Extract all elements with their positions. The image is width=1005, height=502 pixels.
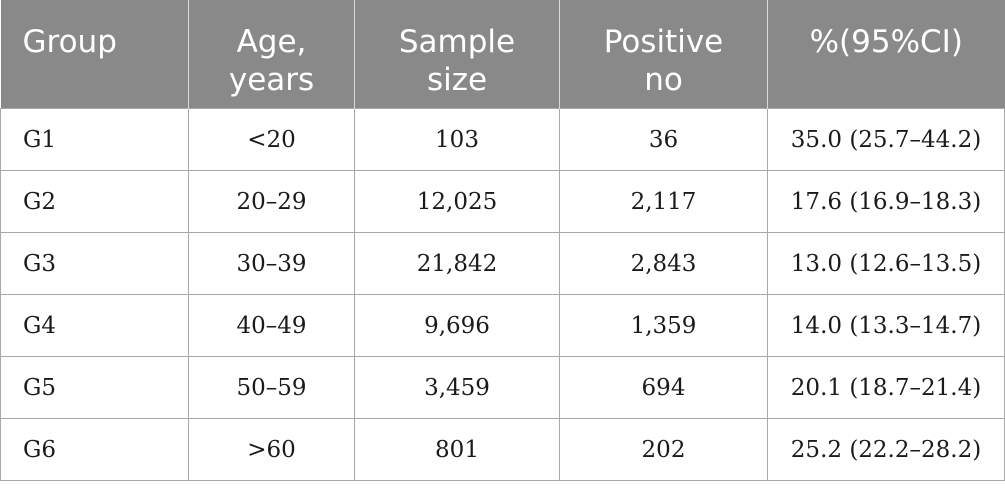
- cell-group: G6: [0, 418, 189, 481]
- cell-positive-no: 202: [559, 418, 768, 481]
- cell-group: G4: [0, 294, 189, 357]
- cell-sample-size: 21,842: [354, 232, 560, 295]
- header-label: Age, years: [228, 24, 315, 98]
- cell-percent-ci: 20.1 (18.7–21.4): [767, 356, 1005, 419]
- header-label: Sample size: [398, 24, 516, 98]
- header-label: Group: [22, 24, 117, 60]
- cell-positive-no: 2,117: [559, 170, 768, 233]
- cell-age: 20–29: [188, 170, 355, 233]
- cell-group: G2: [0, 170, 189, 233]
- cell-age: <20: [188, 108, 355, 171]
- header-positive-no: Positive no: [559, 0, 768, 109]
- table-row: G1 <20 103 36 35.0 (25.7–44.2): [0, 108, 1005, 171]
- header-percent-ci: %(95%CI): [767, 0, 1005, 109]
- header-row: Group Age, years Sample size Positive no %(95%C…: [0, 0, 1005, 109]
- cell-age: 40–49: [188, 294, 355, 357]
- table-body: G1 <20 103 36 35.0 (25.7–44.2) G2 20–29 12,025 2…: [0, 108, 1005, 481]
- header-age-years: Age, years: [188, 0, 355, 109]
- cell-positive-no: 36: [559, 108, 768, 171]
- table-row: G6 >60 801 202 25.2 (22.2–28.2): [0, 418, 1005, 481]
- cell-group: G1: [0, 108, 189, 171]
- cell-age: 30–39: [188, 232, 355, 295]
- table-row: G5 50–59 3,459 694 20.1 (18.7–21.4): [0, 356, 1005, 419]
- cell-percent-ci: 35.0 (25.7–44.2): [767, 108, 1005, 171]
- cell-group: G5: [0, 356, 189, 419]
- header-group: Group: [0, 0, 189, 109]
- table-row: G4 40–49 9,696 1,359 14.0 (13.3–14.7): [0, 294, 1005, 357]
- header-label: Positive no: [603, 24, 724, 98]
- cell-percent-ci: 14.0 (13.3–14.7): [767, 294, 1005, 357]
- table-row: G3 30–39 21,842 2,843 13.0 (12.6–13.5): [0, 232, 1005, 295]
- cell-positive-no: 694: [559, 356, 768, 419]
- header-label: %(95%CI): [809, 24, 963, 60]
- cell-group: G3: [0, 232, 189, 295]
- data-table: Group Age, years Sample size Positive no %(95%C…: [0, 0, 1005, 481]
- cell-positive-no: 2,843: [559, 232, 768, 295]
- cell-age: 50–59: [188, 356, 355, 419]
- cell-sample-size: 3,459: [354, 356, 560, 419]
- cell-sample-size: 12,025: [354, 170, 560, 233]
- cell-sample-size: 9,696: [354, 294, 560, 357]
- cell-sample-size: 801: [354, 418, 560, 481]
- cell-sample-size: 103: [354, 108, 560, 171]
- cell-age: >60: [188, 418, 355, 481]
- cell-percent-ci: 13.0 (12.6–13.5): [767, 232, 1005, 295]
- cell-positive-no: 1,359: [559, 294, 768, 357]
- header-sample-size: Sample size: [354, 0, 560, 109]
- cell-percent-ci: 17.6 (16.9–18.3): [767, 170, 1005, 233]
- cell-percent-ci: 25.2 (22.2–28.2): [767, 418, 1005, 481]
- table-row: G2 20–29 12,025 2,117 17.6 (16.9–18.3): [0, 170, 1005, 233]
